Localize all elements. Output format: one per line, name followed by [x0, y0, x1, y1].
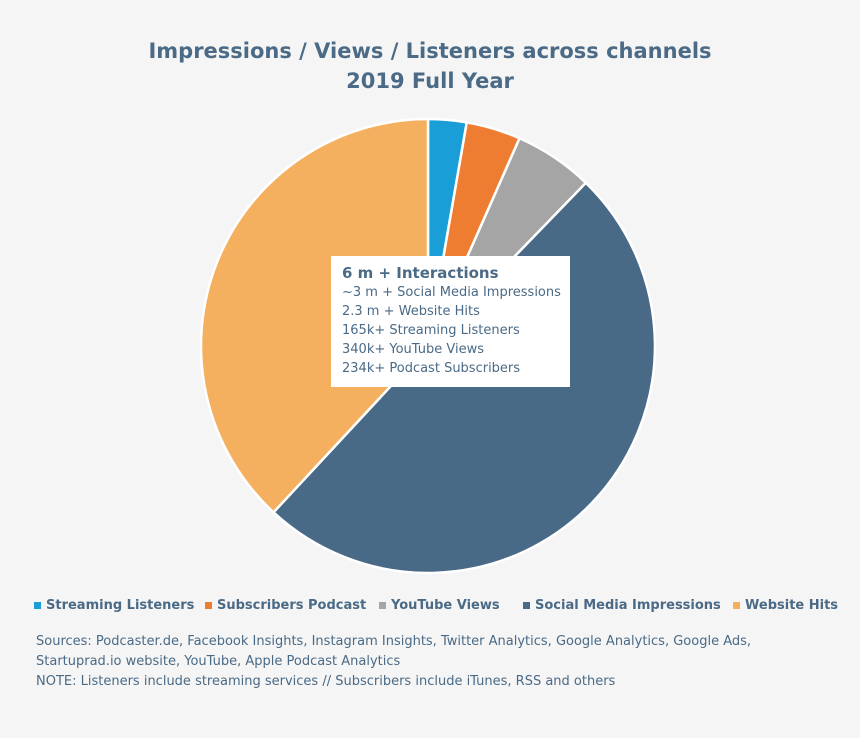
- interactions-callout: 6 m + Interactions ~3 m + Social Media I…: [331, 256, 570, 387]
- callout-line: 2.3 m + Website Hits: [342, 304, 480, 319]
- legend-item-streaming-listeners: Streaming Listeners: [34, 598, 194, 613]
- legend-item-youtube-views: YouTube Views: [379, 598, 500, 613]
- legend-label: Subscribers Podcast: [217, 598, 367, 613]
- legend-swatch: [34, 602, 41, 609]
- sources-note: Sources: Podcaster.de, Facebook Insights…: [36, 632, 751, 692]
- legend-swatch: [379, 602, 386, 609]
- legend-item-social-media-impressions: Social Media Impressions: [523, 598, 721, 613]
- pie-slice-website-hits: [199, 117, 430, 514]
- sources-line: Startuprad.io website, YouTube, Apple Po…: [36, 654, 401, 669]
- callout-heading: 6 m + Interactions: [342, 264, 499, 282]
- legend-swatch: [523, 602, 530, 609]
- sources-line: Sources: Podcaster.de, Facebook Insights…: [36, 634, 752, 649]
- legend-swatch: [733, 602, 740, 609]
- callout-line: 234k+ Podcast Subscribers: [342, 361, 521, 376]
- callout-line: 340k+ YouTube Views: [342, 342, 484, 357]
- legend-item-website-hits: Website Hits: [733, 598, 838, 613]
- legend-swatch: [205, 602, 212, 609]
- legend-label: Streaming Listeners: [46, 598, 195, 613]
- callout-line: 165k+ Streaming Listeners: [342, 323, 520, 338]
- chart-subtitle: 2019 Full Year: [346, 69, 514, 93]
- legend-label: YouTube Views: [391, 598, 500, 613]
- legend: Streaming Listeners Subscribers Podcast …: [0, 598, 860, 616]
- callout-line: ~3 m + Social Media Impressions: [342, 285, 561, 300]
- legend-label: Social Media Impressions: [535, 598, 721, 613]
- legend-label: Website Hits: [745, 598, 839, 613]
- legend-item-subscribers-podcast: Subscribers Podcast: [205, 598, 366, 613]
- chart-title: Impressions / Views / Listeners across c…: [148, 39, 712, 63]
- note-line: NOTE: Listeners include streaming servic…: [36, 674, 616, 689]
